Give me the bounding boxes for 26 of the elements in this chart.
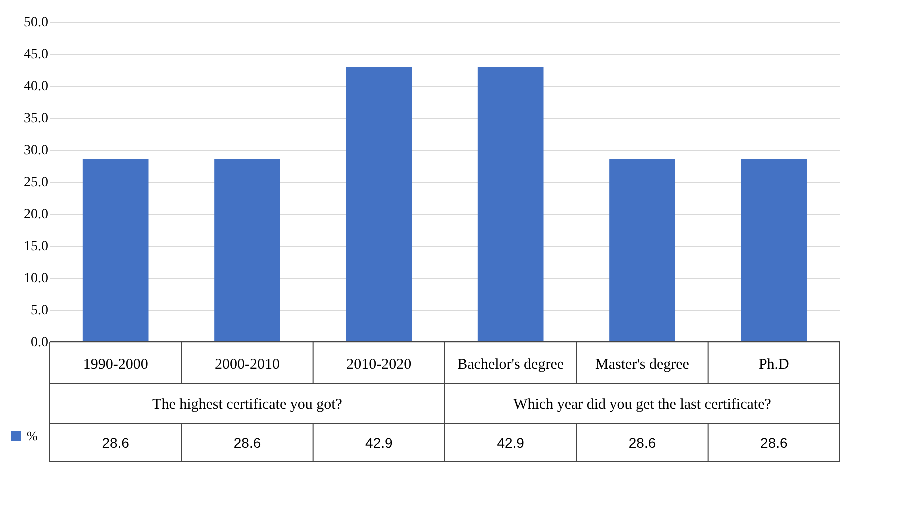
x-tick-label: 2010-2020 bbox=[346, 357, 412, 373]
y-tick-label: 50.0 bbox=[24, 16, 48, 30]
data-label: 28.6 bbox=[102, 435, 130, 451]
y-tick-label: 25.0 bbox=[24, 176, 48, 190]
y-tick-label: 20.0 bbox=[24, 208, 48, 222]
x-tick-label: 1990-2000 bbox=[83, 357, 148, 373]
x-tick-label: Master's degree bbox=[596, 357, 690, 373]
data-label: 28.6 bbox=[760, 435, 788, 451]
data-label: 28.6 bbox=[628, 435, 656, 451]
data-label: 28.6 bbox=[234, 435, 262, 451]
y-tick-label: 10.0 bbox=[24, 272, 48, 286]
y-tick-label: 15.0 bbox=[24, 240, 48, 254]
y-tick-label: 5.0 bbox=[31, 304, 48, 318]
y-tick-label: 0.0 bbox=[31, 336, 48, 350]
y-tick-label: 40.0 bbox=[24, 80, 48, 94]
text: Which year did you get the last certificate? bbox=[514, 397, 772, 413]
text: The highest certificate you got? bbox=[152, 397, 343, 413]
y-tick-label: 45.0 bbox=[24, 48, 48, 62]
y-tick-label: 35.0 bbox=[24, 112, 48, 126]
y-tick-label: 30.0 bbox=[24, 144, 48, 158]
x-tick-label: 2000-2010 bbox=[215, 357, 280, 373]
data-label: 42.9 bbox=[497, 435, 525, 451]
legend-label: % bbox=[27, 428, 38, 444]
x-tick-label: Bachelor's degree bbox=[458, 357, 564, 373]
data-label: 42.9 bbox=[366, 435, 394, 451]
x-tick-label: Ph.D bbox=[758, 357, 790, 373]
